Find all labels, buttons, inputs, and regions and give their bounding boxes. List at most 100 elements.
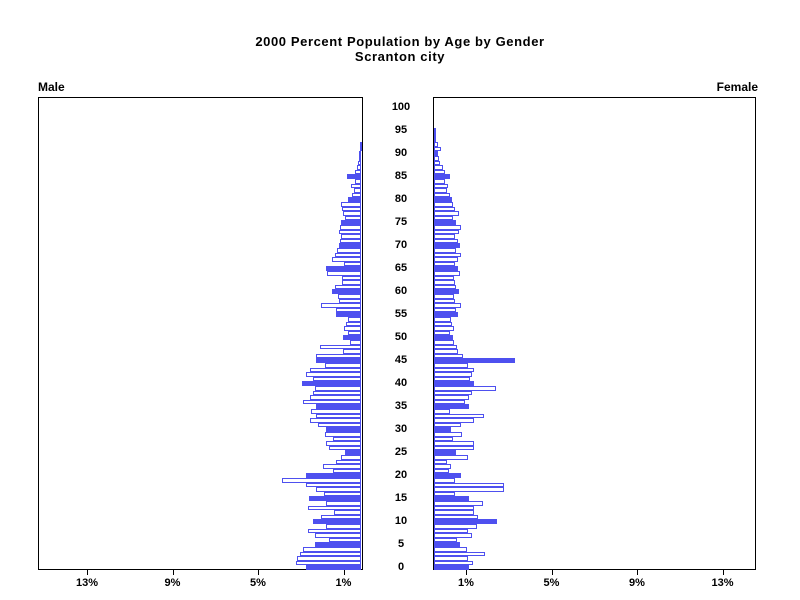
female-bar-age-34 [434, 409, 451, 414]
male-panel-label: Male [38, 80, 65, 94]
male-bar-age-59 [338, 294, 361, 299]
male-bar-age-2 [297, 556, 361, 561]
female-bar-age-20 [434, 473, 462, 478]
female-bar-age-12 [434, 510, 475, 515]
female-bar-age-83 [434, 183, 448, 189]
male-bar-age-39 [314, 386, 361, 391]
male-bar-age-4 [303, 547, 361, 552]
female-bar-age-70 [434, 243, 460, 248]
female-bar-age-71 [434, 238, 458, 244]
female-bar-age-64 [434, 271, 460, 276]
male-bar-age-35 [316, 404, 361, 409]
male-bar-age-77 [342, 211, 361, 216]
male-bar-age-37 [309, 395, 361, 400]
female-bar-age-61 [434, 284, 457, 290]
female-bar-age-40 [434, 381, 475, 386]
male-bar-age-56 [335, 307, 361, 313]
male-bar-age-48 [320, 344, 361, 350]
male-axis-tick-5% [258, 570, 259, 575]
male-bar-age-17 [316, 487, 361, 492]
female-bar-age-22 [434, 464, 452, 469]
female-bar-age-32 [434, 418, 474, 423]
male-bar-age-53 [346, 321, 361, 327]
male-bar-age-28 [333, 436, 361, 442]
female-bar-age-92 [434, 142, 438, 147]
female-bar-age-59 [434, 294, 455, 299]
female-bar-age-56 [434, 307, 457, 313]
female-bar-age-47 [434, 349, 458, 354]
female-bar-age-28 [434, 436, 453, 442]
female-bar-age-18 [434, 482, 505, 488]
male-bar-age-78 [341, 206, 361, 212]
female-bar-age-4 [434, 547, 468, 552]
female-bar-age-50 [434, 335, 454, 340]
female-bar-age-39 [434, 386, 497, 391]
male-bar-age-40 [302, 381, 361, 386]
female-bar-age-62 [434, 280, 456, 285]
female-bar-age-25 [434, 450, 457, 455]
female-bar-age-73 [434, 229, 459, 235]
female-bar-age-6 [434, 537, 458, 543]
male-bar-age-81 [352, 192, 361, 198]
female-bar-age-38 [434, 390, 472, 396]
female-bar-age-1 [434, 560, 473, 566]
female-bar-age-69 [434, 248, 457, 253]
male-bar-age-32 [309, 418, 361, 423]
female-bar-age-51 [434, 330, 451, 336]
female-bar-age-0 [434, 565, 469, 570]
age-axis-label-90: 90 [394, 147, 408, 159]
male-bar-age-0 [305, 565, 361, 570]
age-axis-label-45: 45 [394, 354, 408, 366]
male-bar-age-92 [359, 142, 362, 147]
female-bar-age-7 [434, 533, 472, 538]
male-bar-age-46 [316, 353, 361, 359]
female-bar-age-44 [434, 363, 468, 368]
female-bar-age-74 [434, 225, 461, 230]
female-bar-age-45 [434, 358, 515, 363]
female-bar-age-93 [434, 137, 437, 143]
male-bar-age-67 [332, 257, 361, 262]
female-bar-age-5 [434, 542, 460, 547]
female-bar-age-17 [434, 487, 505, 492]
male-axis-tick-1% [343, 570, 345, 575]
male-bar-age-91 [359, 146, 362, 152]
female-bar-age-37 [434, 395, 469, 400]
age-axis-label-70: 70 [394, 239, 408, 251]
female-bar-age-15 [434, 496, 469, 501]
age-axis-label-60: 60 [394, 285, 408, 297]
male-bar-age-30 [326, 427, 361, 432]
age-axis-label-75: 75 [394, 216, 408, 228]
male-bar-age-25 [344, 450, 361, 455]
male-axis-label-9%: 9% [164, 577, 181, 589]
female-axis-tick-5% [551, 570, 553, 575]
male-bar-age-9 [326, 524, 361, 529]
female-bar-age-55 [434, 312, 458, 317]
male-bar-age-29 [325, 432, 361, 437]
female-bar-age-84 [434, 179, 445, 184]
male-bar-age-60 [332, 289, 361, 294]
female-bar-age-36 [434, 399, 466, 405]
male-bar-age-43 [309, 367, 361, 373]
female-bar-age-75 [434, 220, 457, 225]
male-bar-age-42 [306, 372, 361, 377]
male-bar-age-27 [326, 441, 361, 446]
age-axis-label-20: 20 [394, 469, 408, 481]
male-bar-age-13 [308, 505, 361, 511]
male-bar-age-44 [324, 363, 361, 368]
female-bar-age-3 [434, 551, 485, 557]
female-bar-age-52 [434, 326, 455, 331]
male-bar-age-75 [340, 220, 361, 225]
female-bar-age-46 [434, 353, 463, 359]
female-bar-age-31 [434, 422, 462, 428]
female-bar-age-57 [434, 303, 461, 308]
female-axis-label-9%: 9% [629, 577, 645, 589]
male-bar-age-63 [341, 275, 361, 281]
male-bar-age-79 [340, 202, 361, 207]
age-axis-label-65: 65 [394, 262, 408, 274]
male-bar-age-15 [308, 496, 361, 501]
male-bar-age-51 [348, 330, 361, 336]
female-bar-age-86 [434, 169, 445, 175]
male-bar-age-62 [341, 280, 361, 285]
male-bar-age-80 [348, 197, 361, 202]
